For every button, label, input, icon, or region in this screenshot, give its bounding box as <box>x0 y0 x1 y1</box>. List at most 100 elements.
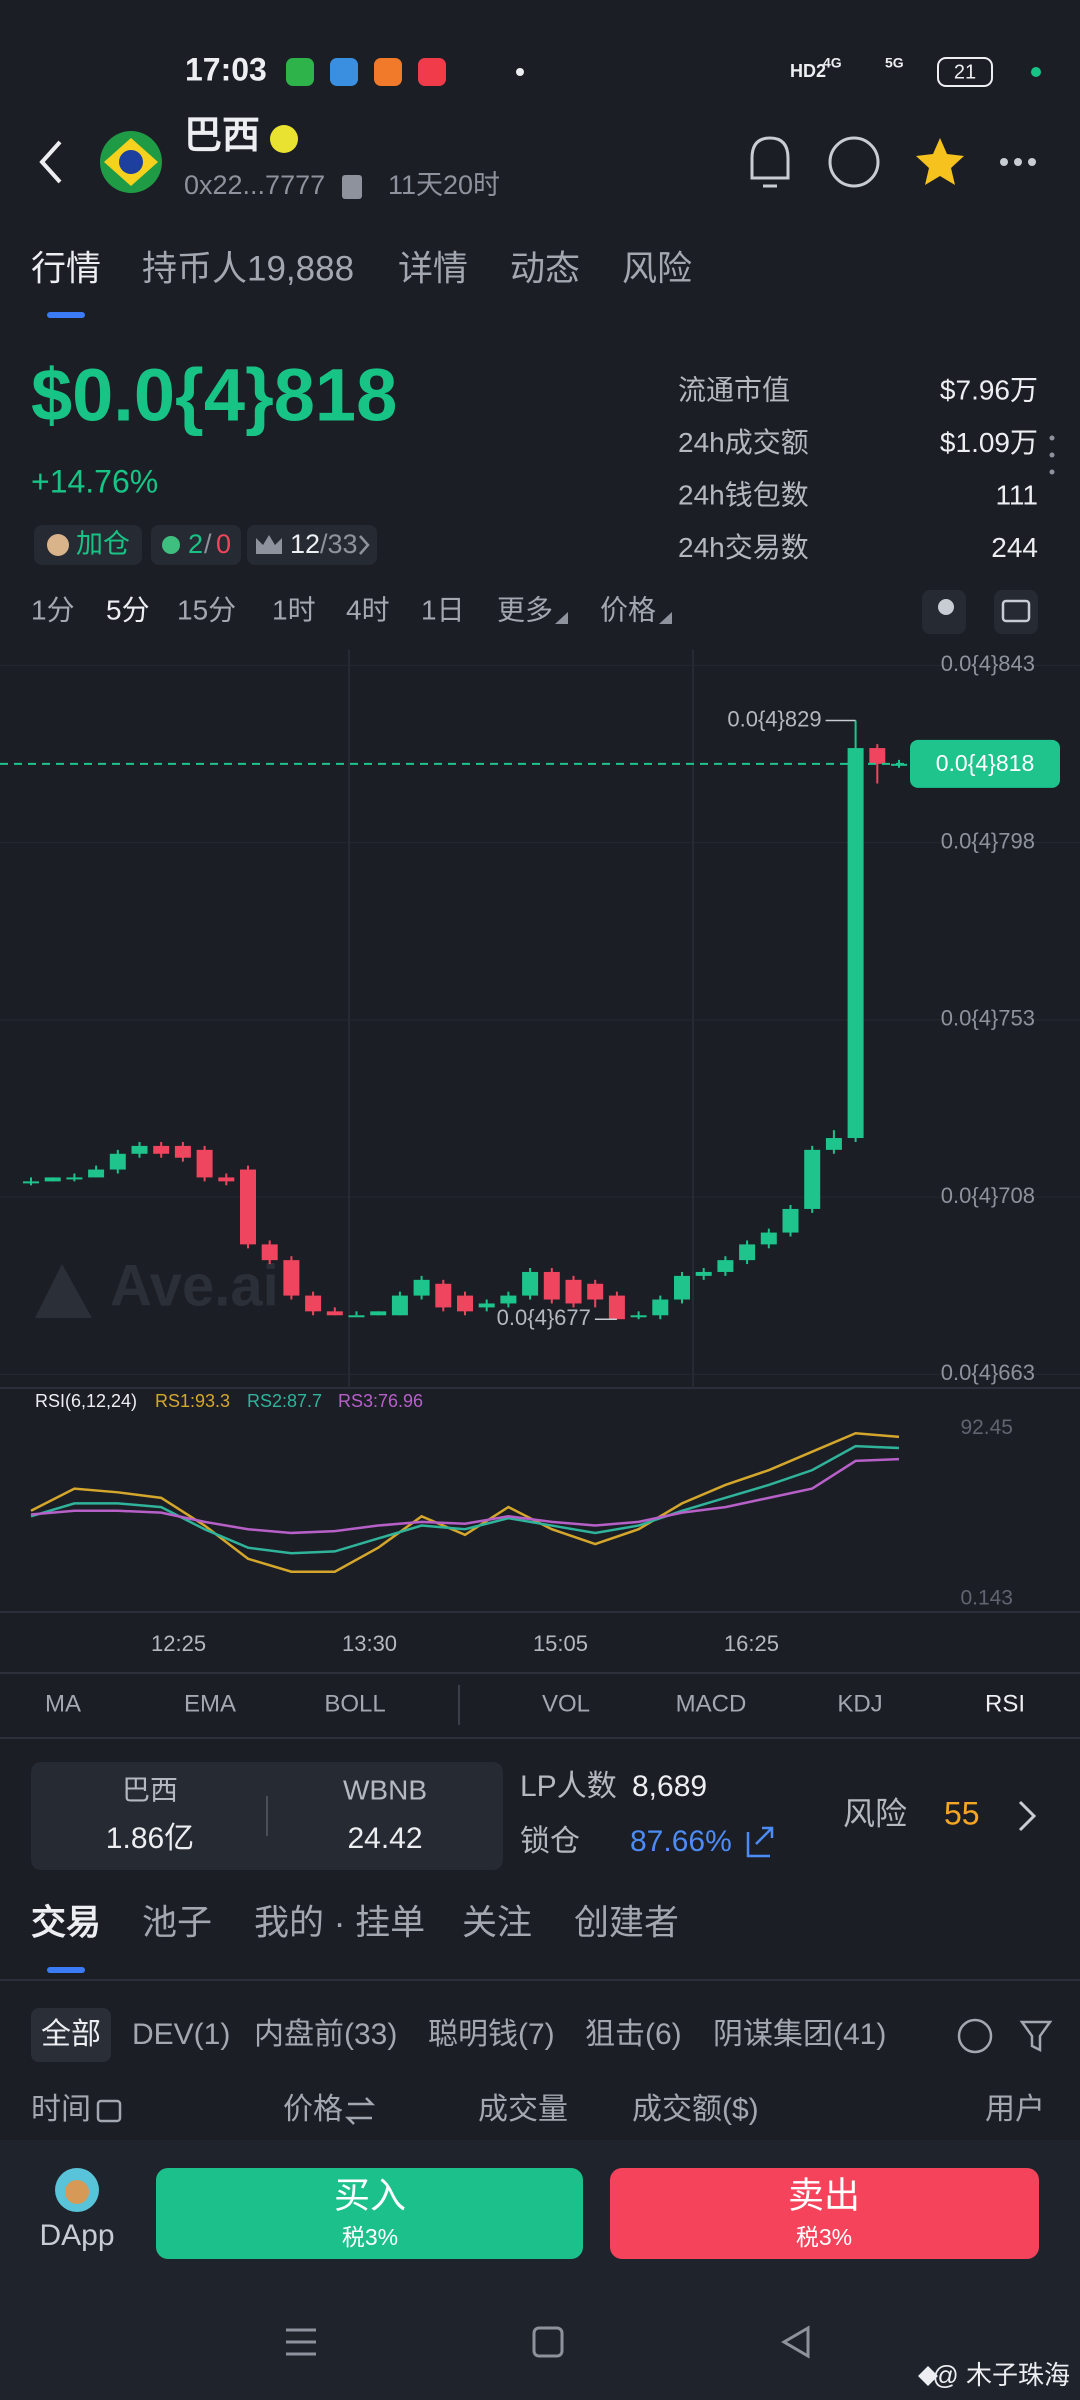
y-tick-label: 0.0{4}798 <box>941 828 1035 853</box>
candle-body <box>153 1145 170 1154</box>
tag-rank: 12 <box>290 529 320 559</box>
candle-body <box>543 1271 560 1300</box>
token-age: 11天20时 <box>388 170 500 200</box>
candle-body <box>66 1177 83 1180</box>
buy-button[interactable] <box>156 2168 583 2259</box>
candle-body <box>174 1145 191 1158</box>
sell-button[interactable] <box>610 2168 1039 2259</box>
interval[interactable]: 4时 <box>346 594 390 625</box>
candle-body <box>413 1279 430 1296</box>
y-tick-label: 0.143 <box>960 1587 1013 1610</box>
risk-chevron[interactable] <box>1018 1800 1037 1832</box>
back-button[interactable] <box>39 140 62 184</box>
legend-entry: RS3:76.96 <box>338 1391 423 1411</box>
indicator[interactable]: EMA <box>184 1690 236 1717</box>
candle-body <box>847 748 864 1139</box>
tab[interactable]: 动态 <box>510 249 580 288</box>
trade-tab[interactable]: 我的 · 挂单 <box>254 1903 425 1942</box>
external-link-icon[interactable] <box>746 1826 774 1858</box>
bell-icon[interactable] <box>750 136 790 188</box>
candle-body <box>283 1260 300 1296</box>
more-dot[interactable] <box>1000 158 1008 166</box>
filter[interactable]: 内盘前(33) <box>254 2018 397 2051</box>
y-tick-label: 92.45 <box>960 1416 1013 1439</box>
sort-icon[interactable] <box>344 2097 376 2125</box>
filter[interactable]: 狙击(6) <box>585 2018 682 2051</box>
trade-tab-indicator <box>47 1967 85 1973</box>
candle-body <box>804 1149 821 1209</box>
filter[interactable]: DEV(1) <box>132 2018 230 2051</box>
lp-value: 8,689 <box>632 1770 707 1803</box>
tab-indicator <box>47 312 85 318</box>
nav-menu[interactable] <box>286 2328 316 2356</box>
y-tick-label: 0.0{4}843 <box>941 651 1035 676</box>
interval[interactable]: 5分 <box>106 594 150 625</box>
column-header: 价格 <box>283 2093 343 2126</box>
filter[interactable]: 全部 <box>41 2018 101 2051</box>
risk-label: 风险 <box>843 1795 907 1831</box>
nav-back[interactable] <box>781 2325 810 2359</box>
stat-value: 111 <box>995 479 1038 510</box>
interval[interactable]: 1分 <box>31 594 75 625</box>
interval[interactable]: 价格 <box>600 594 656 625</box>
calendar-icon[interactable] <box>96 2099 122 2123</box>
interval[interactable]: 1时 <box>272 594 316 625</box>
interval[interactable]: 1日 <box>421 594 465 625</box>
trade-tab[interactable]: 交易 <box>31 1902 101 1942</box>
dapp-label[interactable]: DApp <box>39 2219 114 2252</box>
nav-home[interactable] <box>532 2326 564 2358</box>
indicator[interactable]: BOLL <box>324 1690 385 1717</box>
chart-tool-icon[interactable] <box>994 590 1038 634</box>
candle-body <box>435 1283 452 1308</box>
x-tick-label: 12:25 <box>151 1631 206 1656</box>
pool-token: 巴西 <box>122 1774 178 1805</box>
x-tick-label: 13:30 <box>342 1631 397 1656</box>
lock-value[interactable]: 87.66% <box>630 1825 732 1858</box>
indicator[interactable]: VOL <box>542 1690 590 1717</box>
tab[interactable]: 风险 <box>622 249 692 288</box>
pause-icon[interactable] <box>957 2018 993 2054</box>
filter[interactable]: 聪明钱(7) <box>428 2018 555 2051</box>
stat-value: $7.96万 <box>940 374 1038 405</box>
indicator[interactable]: KDJ <box>837 1690 882 1717</box>
filter-icon[interactable] <box>1019 2020 1053 2053</box>
buy-tax: 税3% <box>342 2224 398 2250</box>
trade-tab[interactable]: 关注 <box>462 1903 532 1942</box>
column-header: 成交量 <box>478 2093 568 2126</box>
pool-amount: 24.42 <box>347 1822 422 1855</box>
copy-icon[interactable] <box>342 175 362 199</box>
y-tick-label: 0.0{4}753 <box>941 1006 1035 1031</box>
filter[interactable]: 阴谋集团(41) <box>713 2018 886 2051</box>
candle-body <box>240 1169 256 1245</box>
candle-body <box>131 1145 148 1154</box>
battery-outline <box>937 57 993 87</box>
indicator[interactable]: MACD <box>676 1690 747 1717</box>
buy-label[interactable]: 买入 <box>334 2175 406 2216</box>
tab[interactable]: 行情 <box>31 249 101 288</box>
indicator[interactable]: MA <box>45 1690 81 1717</box>
more-dot[interactable] <box>1014 158 1022 166</box>
gauge-icon[interactable] <box>828 136 880 188</box>
candle-body <box>674 1275 690 1300</box>
status-hd: HD2 <box>790 61 826 81</box>
status-dot <box>516 68 524 76</box>
tab[interactable]: 持币人19,888 <box>142 249 354 288</box>
interval[interactable]: 15分 <box>177 594 236 625</box>
risk-value: 55 <box>944 1795 980 1831</box>
candle-body <box>478 1303 495 1308</box>
star-icon[interactable] <box>916 138 964 185</box>
indicator[interactable]: RSI <box>985 1690 1025 1717</box>
last-price-box <box>910 739 1060 788</box>
trade-tab[interactable]: 创建者 <box>574 1903 679 1942</box>
dropdown-arrow <box>659 612 672 624</box>
sell-label[interactable]: 卖出 <box>788 2175 860 2216</box>
interval[interactable]: 更多 <box>497 594 553 625</box>
candle-body <box>630 1315 647 1318</box>
more-dot[interactable] <box>1028 158 1036 166</box>
trade-tab[interactable]: 池子 <box>142 1903 212 1942</box>
tab[interactable]: 详情 <box>398 249 468 288</box>
side-dot <box>1049 435 1055 441</box>
candle-body <box>305 1295 322 1312</box>
candle-body <box>782 1208 799 1233</box>
